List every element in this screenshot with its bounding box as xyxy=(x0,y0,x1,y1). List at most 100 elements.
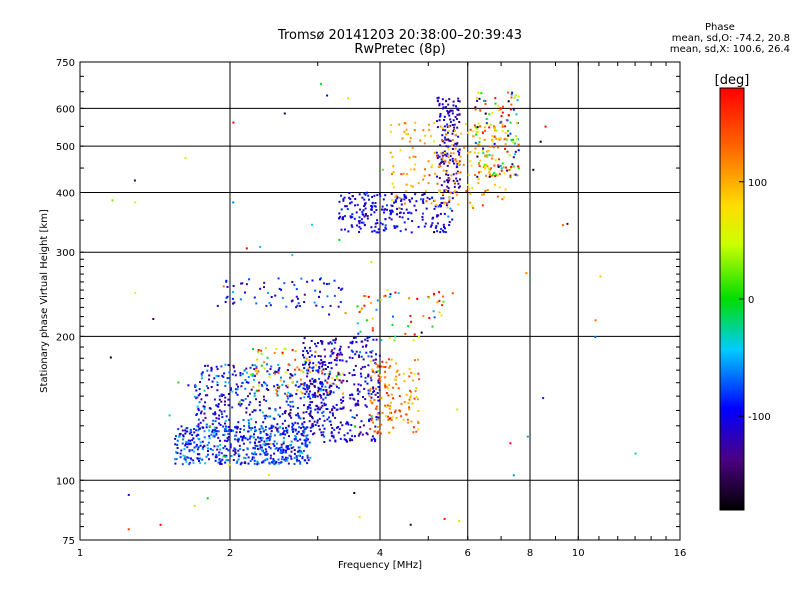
data-point xyxy=(337,371,340,374)
data-point xyxy=(232,449,235,452)
data-point xyxy=(295,295,298,298)
data-point xyxy=(299,397,302,400)
data-point xyxy=(279,379,282,382)
data-point xyxy=(339,421,342,424)
data-point xyxy=(494,102,497,105)
data-point xyxy=(183,448,186,451)
data-point xyxy=(220,410,223,413)
data-point xyxy=(265,434,268,436)
data-point xyxy=(252,453,255,456)
data-point xyxy=(343,438,346,441)
data-point xyxy=(255,372,258,375)
data-point xyxy=(349,394,352,397)
data-point xyxy=(188,450,191,453)
data-point xyxy=(350,349,353,352)
data-point xyxy=(369,376,372,379)
data-point xyxy=(303,301,306,303)
phase-stats-o: mean, sd,O: -74.2, 20.8 xyxy=(671,33,790,44)
data-point xyxy=(276,429,279,432)
data-point xyxy=(304,392,307,395)
data-point xyxy=(275,388,278,391)
data-point xyxy=(443,517,446,520)
data-point xyxy=(501,125,504,128)
data-point xyxy=(351,213,354,216)
data-point xyxy=(358,354,360,357)
data-point xyxy=(443,119,445,121)
data-point xyxy=(211,430,214,433)
data-point xyxy=(310,340,313,342)
data-point xyxy=(319,82,322,85)
data-point xyxy=(493,127,496,130)
data-point xyxy=(338,217,341,220)
data-point xyxy=(455,105,457,108)
data-point xyxy=(335,375,338,378)
data-point xyxy=(482,132,484,134)
data-point xyxy=(435,151,438,154)
data-point xyxy=(384,414,387,417)
data-point xyxy=(376,219,379,222)
data-point xyxy=(346,208,349,211)
data-point xyxy=(378,374,381,376)
data-point xyxy=(340,401,343,404)
data-point xyxy=(448,125,451,128)
data-point xyxy=(344,312,347,315)
data-point xyxy=(274,370,277,373)
data-point xyxy=(230,388,232,391)
data-point xyxy=(219,423,222,426)
data-point xyxy=(298,416,301,419)
data-point xyxy=(393,378,396,381)
data-point xyxy=(234,450,237,453)
data-point xyxy=(384,376,387,379)
data-point xyxy=(307,392,310,395)
data-point xyxy=(402,372,405,375)
data-point xyxy=(454,133,457,136)
data-point xyxy=(292,430,294,433)
data-point xyxy=(443,141,446,144)
data-point xyxy=(319,277,322,280)
data-point xyxy=(195,434,198,437)
data-point xyxy=(338,349,341,352)
data-point xyxy=(235,383,238,386)
data-point xyxy=(385,361,388,364)
data-point xyxy=(485,122,488,125)
data-point xyxy=(227,435,230,438)
data-point xyxy=(189,442,192,445)
data-point xyxy=(182,434,185,437)
data-point xyxy=(491,140,494,143)
data-point xyxy=(439,212,442,215)
data-point xyxy=(368,418,371,421)
data-point xyxy=(389,293,392,296)
data-point xyxy=(453,190,456,193)
data-point xyxy=(376,370,379,373)
data-point xyxy=(287,413,290,416)
data-point xyxy=(193,446,196,449)
data-point xyxy=(319,278,321,281)
data-point xyxy=(227,425,230,428)
data-point xyxy=(368,420,371,423)
data-point xyxy=(277,386,280,389)
data-point xyxy=(245,283,248,286)
data-point xyxy=(227,433,230,435)
data-point xyxy=(457,182,460,185)
data-point xyxy=(398,207,401,210)
data-point xyxy=(233,301,236,304)
data-point xyxy=(458,121,461,123)
data-point xyxy=(487,149,490,152)
data-point xyxy=(299,461,302,464)
data-point xyxy=(357,399,360,402)
data-point xyxy=(377,416,380,419)
data-point xyxy=(215,430,218,433)
data-point xyxy=(292,446,295,449)
data-point xyxy=(392,186,395,189)
data-point xyxy=(424,134,427,137)
data-point xyxy=(206,447,209,450)
data-point xyxy=(224,425,227,428)
data-point xyxy=(296,366,299,369)
data-point xyxy=(215,404,218,407)
data-point xyxy=(257,349,260,351)
data-point xyxy=(457,135,460,138)
data-point xyxy=(504,132,507,134)
data-point xyxy=(246,438,249,441)
data-point xyxy=(480,92,483,94)
data-point xyxy=(174,443,177,446)
